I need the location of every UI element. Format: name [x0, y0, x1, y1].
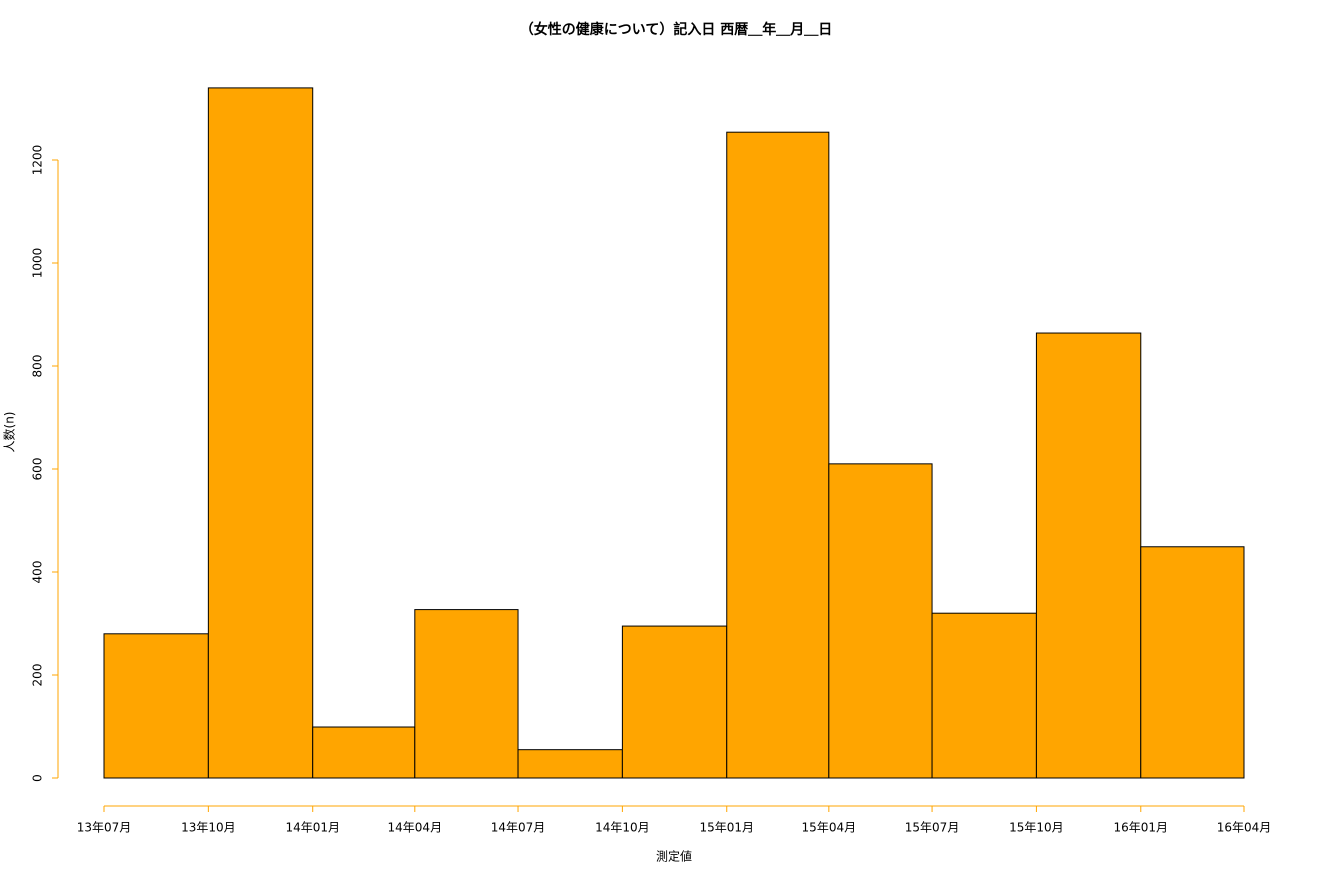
- y-axis-label: 人数(n): [2, 412, 17, 453]
- y-tick-label: 600: [31, 458, 45, 481]
- bar: [726, 131, 830, 779]
- bar: [1140, 546, 1245, 779]
- y-tick-label: 1200: [31, 145, 45, 176]
- y-tick-label: 1000: [31, 248, 45, 279]
- y-tick-label: 200: [31, 664, 45, 687]
- x-tick-label: 13年10月: [181, 821, 236, 835]
- bar: [931, 612, 1037, 779]
- x-tick-label: 14年04月: [388, 821, 443, 835]
- x-tick-label: 13年07月: [77, 821, 132, 835]
- x-tick-label: 15年01月: [699, 821, 754, 835]
- x-tick-label: 15年10月: [1009, 821, 1064, 835]
- y-tick-label: 0: [31, 774, 45, 782]
- x-tick-label: 15年07月: [905, 821, 960, 835]
- bar: [312, 726, 416, 779]
- x-tick-label: 15年04月: [802, 821, 857, 835]
- x-tick-label: 14年01月: [285, 821, 340, 835]
- x-tick-label: 16年01月: [1114, 821, 1169, 835]
- bar: [414, 609, 519, 779]
- bar: [207, 87, 314, 779]
- bar: [1035, 332, 1142, 779]
- bar: [517, 749, 623, 779]
- bar: [621, 625, 728, 779]
- y-tick-label: 800: [31, 355, 45, 378]
- bar: [828, 463, 933, 779]
- chart-title: （女性の健康について）記入日 西暦＿年＿月＿日: [520, 21, 832, 38]
- x-axis-label: 測定値: [656, 849, 692, 864]
- y-tick-label: 400: [31, 561, 45, 584]
- bar: [103, 633, 209, 779]
- x-tick-label: 16年04月: [1217, 821, 1272, 835]
- x-tick-label: 14年07月: [491, 821, 546, 835]
- x-tick-label: 14年10月: [595, 821, 650, 835]
